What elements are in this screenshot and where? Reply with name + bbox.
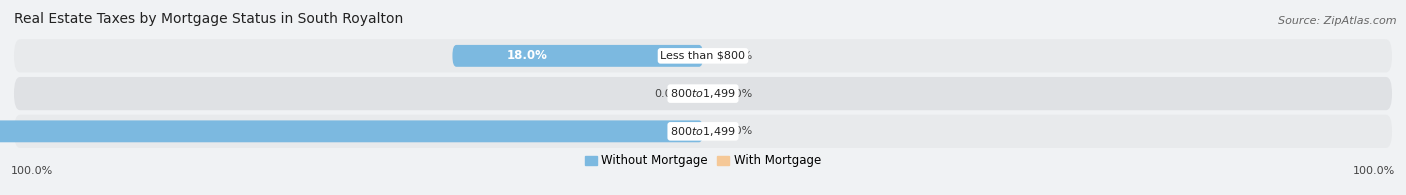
Text: 100.0%: 100.0% (1353, 166, 1395, 176)
FancyBboxPatch shape (453, 45, 703, 67)
Text: Source: ZipAtlas.com: Source: ZipAtlas.com (1278, 16, 1396, 26)
Legend: Without Mortgage, With Mortgage: Without Mortgage, With Mortgage (581, 150, 825, 172)
Text: 0.0%: 0.0% (654, 89, 682, 99)
FancyBboxPatch shape (14, 115, 1392, 148)
Text: 0.0%: 0.0% (724, 89, 752, 99)
FancyBboxPatch shape (14, 77, 1392, 110)
FancyBboxPatch shape (14, 39, 1392, 73)
FancyBboxPatch shape (0, 120, 703, 142)
Text: Less than $800: Less than $800 (661, 51, 745, 61)
Text: 18.0%: 18.0% (508, 49, 548, 62)
Text: 0.0%: 0.0% (724, 126, 752, 136)
Text: $800 to $1,499: $800 to $1,499 (671, 87, 735, 100)
Text: $800 to $1,499: $800 to $1,499 (671, 125, 735, 138)
Text: 0.0%: 0.0% (724, 51, 752, 61)
Text: 100.0%: 100.0% (11, 166, 53, 176)
Text: Real Estate Taxes by Mortgage Status in South Royalton: Real Estate Taxes by Mortgage Status in … (14, 12, 404, 26)
